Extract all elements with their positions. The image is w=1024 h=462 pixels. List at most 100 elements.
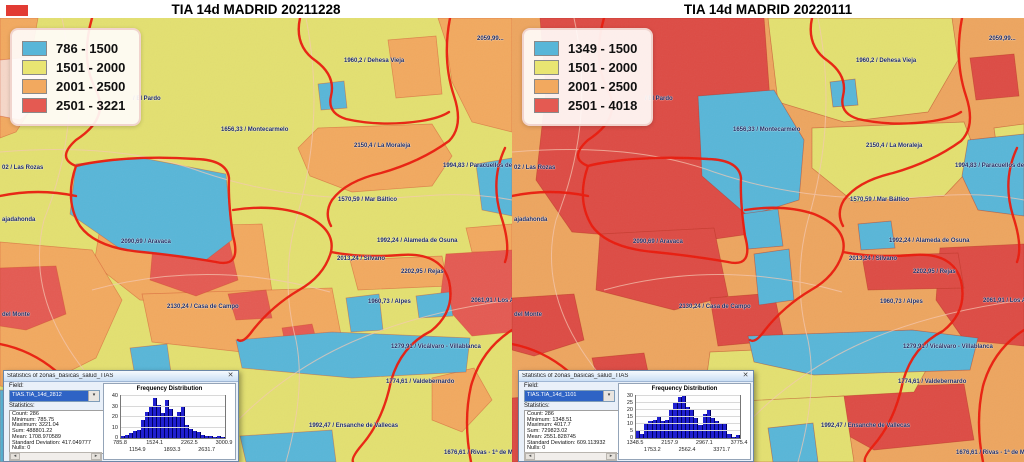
legend-swatch bbox=[22, 98, 47, 113]
legend-swatch bbox=[534, 98, 559, 113]
histogram-bar bbox=[129, 432, 133, 438]
field-dropdown[interactable]: TIAS.TIA_14d_2812 ▾ bbox=[9, 390, 100, 402]
histogram-bar bbox=[648, 421, 653, 438]
dialog-title: Statistics of zonas_basicas_salud_TIAS bbox=[522, 373, 629, 379]
legend-swatch bbox=[534, 60, 559, 75]
histogram-bar bbox=[706, 410, 711, 438]
close-icon[interactable]: ✕ bbox=[227, 372, 234, 379]
gridline bbox=[121, 416, 225, 417]
histogram-bar bbox=[714, 421, 720, 438]
chevron-down-icon[interactable]: ▾ bbox=[88, 391, 99, 401]
histogram-bar bbox=[652, 419, 657, 438]
dialog-titlebar[interactable]: Statistics of zonas_basicas_salud_TIAS ✕ bbox=[519, 371, 753, 382]
y-tick-label: 30 bbox=[111, 403, 118, 410]
histogram-bar bbox=[685, 407, 691, 438]
legend-label: 2001 - 2500 bbox=[56, 79, 126, 94]
histogram-bar bbox=[165, 400, 169, 438]
histogram-bar bbox=[169, 408, 173, 438]
dialog-title: Statistics of zonas_basicas_salud_TIAS bbox=[7, 373, 114, 379]
histogram-bar bbox=[665, 419, 670, 438]
legend-row: 1501 - 2000 bbox=[534, 60, 637, 75]
legend-swatch bbox=[22, 79, 47, 94]
x-tick-label: 3775.4 bbox=[730, 440, 748, 446]
horizontal-scrollbar[interactable]: ◂ ▸ bbox=[9, 452, 102, 461]
scroll-right-icon[interactable]: ▸ bbox=[91, 453, 101, 460]
legend-row: 1501 - 2000 bbox=[22, 60, 125, 75]
gridline bbox=[636, 416, 740, 417]
y-tick-label: 30 bbox=[626, 393, 633, 399]
legend-label: 1501 - 2000 bbox=[568, 60, 638, 75]
histogram-bar bbox=[181, 406, 185, 438]
legend-label: 2501 - 4018 bbox=[568, 98, 638, 113]
field-label: Field: bbox=[9, 383, 24, 389]
histogram-bar bbox=[731, 436, 736, 438]
x-tick-label: 2262.5 bbox=[180, 440, 198, 446]
histogram-bar bbox=[185, 425, 189, 438]
histogram-bar bbox=[141, 420, 145, 438]
statistic-line: Standard Deviation: 417.049777 bbox=[12, 439, 91, 446]
horizontal-scrollbar[interactable]: ◂ ▸ bbox=[524, 452, 617, 461]
map-canvas[interactable] bbox=[0, 18, 512, 462]
y-tick-label: 0 bbox=[629, 435, 633, 441]
legend-row: 2001 - 2500 bbox=[22, 79, 125, 94]
x-tick-label: 2562.4 bbox=[678, 447, 696, 453]
map-title: TIA 14d MADRID 20211228 bbox=[0, 0, 512, 18]
legend-row: 786 - 1500 bbox=[22, 41, 125, 56]
scroll-left-icon[interactable]: ◂ bbox=[10, 453, 20, 460]
histogram-bar bbox=[677, 397, 682, 438]
histogram-bar bbox=[121, 435, 125, 438]
field-dropdown[interactable]: TIAS.TIA_14d_1101 ▾ bbox=[524, 390, 615, 402]
histogram-bar bbox=[673, 403, 678, 438]
histogram-bar bbox=[209, 435, 213, 438]
statistics-label: Statistics: bbox=[524, 403, 550, 409]
y-tick-label: 0 bbox=[114, 435, 118, 441]
histogram-bars bbox=[121, 396, 225, 438]
x-axis-ticks-top: 785.8 1524.1 2262.5 3000.9 bbox=[113, 440, 232, 446]
histogram-bar bbox=[201, 434, 205, 438]
statistic-line: Mean: 1708.970589 bbox=[12, 433, 61, 440]
histogram-plot: 0 10 20 30 40 bbox=[112, 393, 226, 441]
dialog-titlebar[interactable]: Statistics of zonas_basicas_salud_TIAS ✕ bbox=[4, 371, 238, 382]
x-tick-label: 785.8 bbox=[113, 440, 127, 446]
field-dropdown-value: TIAS.TIA_14d_2812 bbox=[10, 391, 88, 401]
histogram-bar bbox=[727, 433, 732, 438]
statistic-line: Sum: 488801.22 bbox=[12, 428, 53, 435]
histogram-bar bbox=[681, 396, 686, 438]
statistics-values: Count: 286 Minimum: 785.75 Maximum: 3221.0… bbox=[9, 410, 104, 454]
y-tick-label: 20 bbox=[626, 407, 633, 413]
statistic-line: Mean: 2551.828745 bbox=[527, 433, 576, 440]
close-icon[interactable]: ✕ bbox=[742, 372, 749, 379]
x-tick-label: 1893.3 bbox=[163, 447, 181, 453]
histogram-bar bbox=[145, 411, 149, 438]
legend-row: 2001 - 2500 bbox=[534, 79, 637, 94]
x-tick-label: 1154.9 bbox=[129, 447, 146, 453]
y-tick-label: 40 bbox=[111, 393, 118, 399]
legend-row: 2501 - 4018 bbox=[534, 98, 637, 113]
scroll-left-icon[interactable]: ◂ bbox=[525, 453, 535, 460]
legend-swatch bbox=[534, 41, 559, 56]
gridline bbox=[636, 423, 740, 424]
legend-row: 2501 - 3221 bbox=[22, 98, 125, 113]
histogram-bar bbox=[636, 429, 641, 438]
histogram-bar bbox=[213, 436, 217, 438]
histogram-bar bbox=[702, 414, 707, 438]
x-tick-label: 2967.1 bbox=[695, 440, 713, 446]
histogram-bar bbox=[735, 435, 740, 438]
x-tick-label: 2631.7 bbox=[198, 447, 216, 453]
histogram-bar bbox=[173, 417, 177, 438]
legend-swatch bbox=[22, 41, 47, 56]
frequency-distribution-chart: Frequency Distribution 0 5 10 15 20 25 30 1348… bbox=[618, 383, 751, 460]
road-shield-icon bbox=[6, 5, 28, 16]
statistic-line: Minimum: 1348.51 bbox=[527, 416, 573, 423]
scroll-right-icon[interactable]: ▸ bbox=[606, 453, 616, 460]
statistic-line: Nulls: 0 bbox=[527, 445, 546, 452]
histogram-bar bbox=[217, 435, 221, 438]
legend-label: 1501 - 2000 bbox=[56, 60, 126, 75]
chevron-down-icon[interactable]: ▾ bbox=[603, 391, 614, 401]
gridline bbox=[636, 402, 740, 403]
histogram-bar bbox=[125, 434, 129, 438]
legend-swatch bbox=[22, 60, 47, 75]
y-tick-label: 5 bbox=[629, 428, 633, 434]
histogram-plot: 0 5 10 15 20 25 30 bbox=[627, 393, 741, 441]
map-legend: 1349 - 1500 1501 - 2000 2001 - 2500 2501 - … bbox=[522, 28, 654, 126]
